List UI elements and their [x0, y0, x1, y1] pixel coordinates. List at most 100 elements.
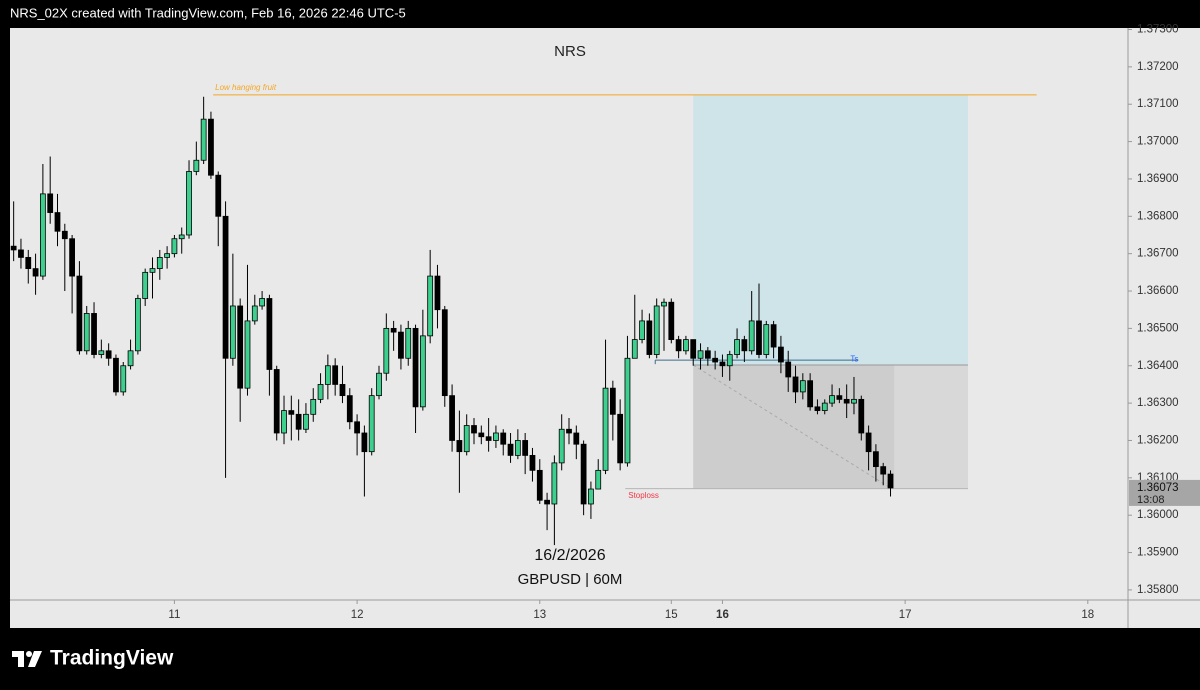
candle-body — [544, 499, 550, 505]
annotation: GBPUSD | 60M — [518, 571, 623, 588]
candle-body — [661, 301, 667, 307]
candle-body — [441, 309, 448, 397]
candle-body — [507, 443, 514, 456]
candle-body — [434, 275, 441, 311]
candle-body — [142, 271, 149, 299]
candle-body — [558, 428, 565, 464]
candle-body — [566, 428, 572, 434]
candle-body — [120, 365, 127, 393]
candle-body — [748, 320, 755, 352]
candle-body — [821, 402, 828, 411]
candle-body — [792, 376, 799, 393]
candle-body — [675, 339, 682, 352]
candle-body — [573, 432, 580, 445]
candle-body — [880, 466, 887, 475]
candle-body — [32, 268, 39, 277]
candle-body — [712, 357, 719, 363]
candle-body — [178, 234, 185, 240]
chart-pane — [10, 28, 1200, 628]
candle-body — [741, 339, 748, 352]
logo-mark — [12, 651, 24, 667]
candle-body — [449, 395, 455, 441]
candle-body — [47, 193, 54, 213]
candle-body — [134, 298, 141, 352]
candle-body — [653, 305, 660, 355]
candle-body — [865, 432, 872, 453]
candle-body — [200, 118, 207, 161]
candle-body — [814, 406, 821, 411]
candle-body — [463, 425, 470, 453]
candle-body — [843, 398, 850, 404]
candle-body — [149, 268, 156, 273]
candle-body — [427, 275, 434, 337]
candle-body — [332, 365, 339, 385]
x-tick-label: 11 — [168, 609, 180, 621]
candle-body — [354, 421, 360, 434]
candle-body — [734, 339, 740, 355]
x-tick-label: 13 — [533, 609, 546, 621]
candle-body — [259, 298, 265, 307]
logo-mark — [28, 651, 42, 667]
y-tick-label: 1.37200 — [1137, 61, 1179, 73]
candle-body — [25, 256, 32, 270]
candle-body — [690, 339, 697, 359]
last-price-box — [1129, 479, 1200, 506]
candle-body — [251, 305, 258, 322]
y-tick-label: 1.37000 — [1137, 136, 1179, 148]
candle-body — [405, 327, 412, 359]
candle-body — [127, 350, 134, 367]
candle-body — [799, 380, 806, 393]
candle-body — [631, 339, 638, 359]
candle-body — [390, 327, 397, 333]
candle-body — [266, 298, 273, 370]
candle-body — [303, 413, 309, 430]
candle-body — [398, 331, 404, 359]
candle-body — [624, 357, 631, 464]
candle-body — [324, 365, 331, 385]
candle-body — [376, 372, 382, 397]
candle-body — [763, 324, 770, 355]
chart-title: NRS — [554, 43, 586, 60]
x-tick-label: 16 — [716, 609, 729, 621]
candle-body — [829, 395, 835, 404]
countdown: 13:08 — [1137, 494, 1165, 506]
candle-body — [617, 413, 624, 464]
y-tick-label: 1.35900 — [1137, 547, 1179, 559]
plot: Low hanging fruit Stoploss Ts 16/2/2026 GBPU… — [10, 24, 1200, 621]
candle-body — [456, 440, 463, 453]
y-tick-label: 1.36400 — [1137, 360, 1179, 372]
candle-body — [18, 249, 24, 258]
last-price-label: 1.36073 — [1137, 482, 1179, 494]
annotation: 16/2/2026 — [534, 547, 605, 564]
stop-label: Stoploss — [628, 491, 659, 500]
candle-body — [76, 275, 83, 352]
logo-mark — [26, 651, 32, 657]
candle-body — [91, 313, 97, 355]
candle-body — [471, 425, 477, 434]
logo-icon — [12, 651, 42, 667]
candle-body — [368, 395, 375, 453]
candle-body — [851, 398, 857, 404]
candle-body — [164, 253, 170, 258]
candle-body — [887, 473, 894, 489]
y-tick-label: 1.37300 — [1137, 24, 1179, 36]
candle-body — [419, 335, 426, 408]
candle-body — [346, 395, 353, 423]
candle-body — [668, 301, 675, 340]
y-tick-label: 1.36800 — [1137, 210, 1179, 222]
ts-label: Ts — [850, 354, 858, 363]
y-tick-label: 1.36900 — [1137, 173, 1179, 185]
candle-body — [756, 320, 762, 355]
candle-body — [215, 174, 222, 217]
candle-body — [639, 320, 645, 340]
candle-body — [529, 455, 536, 471]
candle-body — [778, 346, 784, 363]
x-tick-label: 15 — [665, 609, 678, 621]
header: NRS_02X created with TradingView.com, Fe… — [10, 5, 406, 20]
x-tick-label: 18 — [1081, 609, 1094, 621]
candle-body — [39, 193, 46, 277]
candle-body — [412, 327, 419, 408]
candle-body — [522, 440, 529, 456]
